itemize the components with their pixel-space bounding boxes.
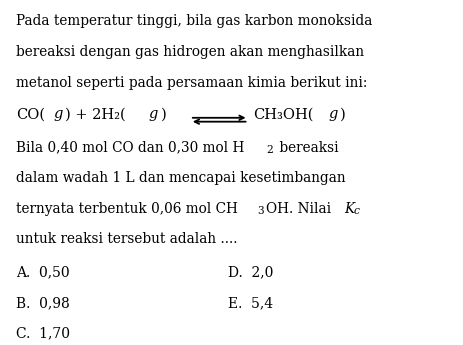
Text: ) + 2H₂(: ) + 2H₂( — [65, 107, 125, 121]
Text: untuk reaksi tersebut adalah ....: untuk reaksi tersebut adalah .... — [16, 232, 238, 246]
Text: CO(: CO( — [16, 107, 45, 121]
Text: metanol seperti pada persamaan kimia berikut ini:: metanol seperti pada persamaan kimia ber… — [16, 76, 367, 90]
Text: CH₃OH(: CH₃OH( — [252, 107, 313, 121]
Text: dalam wadah 1 L dan mencapai kesetimbangan: dalam wadah 1 L dan mencapai kesetimbang… — [16, 171, 345, 185]
Text: A.  0,50: A. 0,50 — [16, 265, 70, 279]
Text: g: g — [149, 107, 158, 121]
Text: 2: 2 — [266, 145, 273, 155]
Text: c: c — [353, 206, 359, 216]
Text: ): ) — [339, 107, 345, 121]
Text: g: g — [53, 107, 63, 121]
Text: OH. Nilai: OH. Nilai — [265, 202, 334, 216]
Text: B.  0,98: B. 0,98 — [16, 296, 70, 310]
Text: bereaksi dengan gas hidrogen akan menghasilkan: bereaksi dengan gas hidrogen akan mengha… — [16, 45, 363, 59]
Text: E.  5,4: E. 5,4 — [228, 296, 273, 310]
Text: 3: 3 — [257, 206, 263, 216]
Text: D.  2,0: D. 2,0 — [228, 265, 273, 279]
Text: Bila 0,40 mol CO dan 0,30 mol H: Bila 0,40 mol CO dan 0,30 mol H — [16, 140, 244, 155]
Text: g: g — [328, 107, 337, 121]
Text: bereaksi: bereaksi — [274, 140, 338, 155]
Text: Pada temperatur tinggi, bila gas karbon monoksida: Pada temperatur tinggi, bila gas karbon … — [16, 14, 372, 28]
Text: ): ) — [160, 107, 166, 121]
Text: C.  1,70: C. 1,70 — [16, 327, 70, 341]
Text: K: K — [344, 202, 354, 216]
Text: ternyata terbentuk 0,06 mol CH: ternyata terbentuk 0,06 mol CH — [16, 202, 238, 216]
